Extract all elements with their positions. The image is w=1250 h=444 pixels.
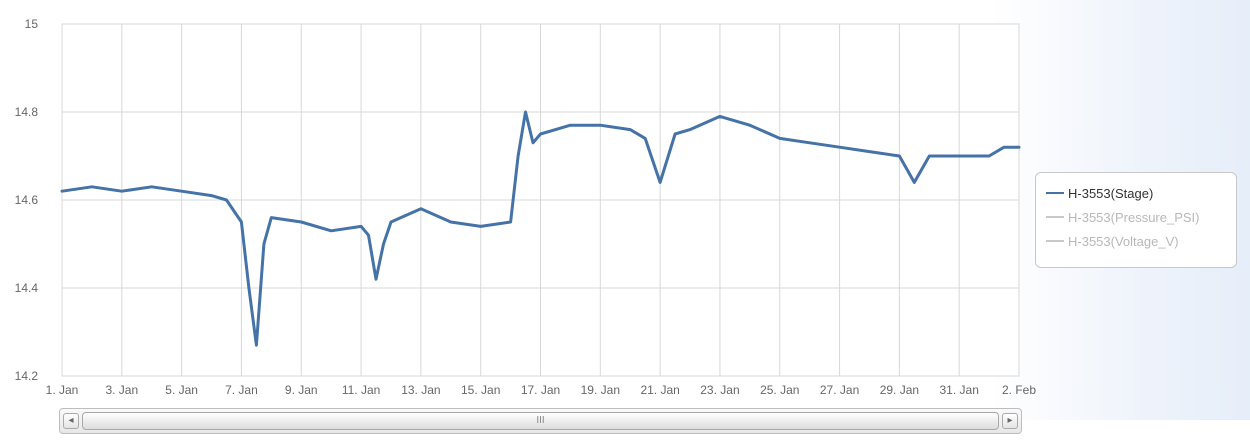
x-tick-label: 2. Feb — [1002, 383, 1036, 397]
scroll-right-button[interactable]: ▸ — [1002, 413, 1018, 429]
legend: H-3553(Stage) H-3553(Pressure_PSI) H-355… — [1035, 172, 1237, 268]
x-tick-label: 31. Jan — [940, 383, 979, 397]
legend-item-voltage[interactable]: H-3553(Voltage_V) — [1046, 229, 1226, 253]
y-tick-label: 14.4 — [15, 281, 39, 295]
legend-label-stage: H-3553(Stage) — [1068, 185, 1154, 201]
line-chart: 14.2 14.4 14.6 14.8 15 1. Jan 3. Jan 5. Jan 7. … — [15, 17, 1037, 397]
legend-label-pressure: H-3553(Pressure_PSI) — [1068, 209, 1200, 225]
y-tick-label: 14.2 — [15, 369, 39, 383]
legend-label-voltage: H-3553(Voltage_V) — [1068, 233, 1179, 249]
x-tick-label: 23. Jan — [700, 383, 739, 397]
x-axis: 1. Jan 3. Jan 5. Jan 7. Jan 9. Jan 11. Jan 13.… — [46, 383, 1037, 397]
scroll-right-arrow-icon: ▸ — [1007, 415, 1013, 426]
x-tick-label: 19. Jan — [581, 383, 620, 397]
x-tick-label: 13. Jan — [401, 383, 440, 397]
x-tick-label: 5. Jan — [165, 383, 198, 397]
x-tick-label: 21. Jan — [640, 383, 679, 397]
x-tick-label: 15. Jan — [461, 383, 500, 397]
x-tick-label: 25. Jan — [760, 383, 799, 397]
x-tick-label: 11. Jan — [342, 383, 380, 397]
x-tick-label: 17. Jan — [521, 383, 560, 397]
series-line-0[interactable] — [60, 110, 1021, 347]
legend-item-pressure[interactable]: H-3553(Pressure_PSI) — [1046, 205, 1226, 229]
series-layer — [60, 110, 1021, 347]
x-tick-label: 3. Jan — [105, 383, 138, 397]
scroll-thumb-grip-icon: III — [536, 415, 545, 426]
navigator-scrollbar[interactable]: ◂ III ▸ — [59, 408, 1022, 434]
y-tick-label: 15 — [25, 17, 39, 31]
scroll-left-arrow-icon: ◂ — [68, 415, 74, 426]
x-tick-label: 27. Jan — [820, 383, 859, 397]
x-tick-label: 7. Jan — [225, 383, 258, 397]
legend-swatch-pressure — [1046, 216, 1064, 218]
x-tick-label: 29. Jan — [880, 383, 919, 397]
x-tick-label: 1. Jan — [46, 383, 79, 397]
legend-swatch-stage — [1046, 192, 1064, 194]
x-tick-label: 9. Jan — [285, 383, 318, 397]
scroll-left-button[interactable]: ◂ — [63, 413, 79, 429]
y-axis: 14.2 14.4 14.6 14.8 15 — [15, 17, 39, 383]
legend-item-stage[interactable]: H-3553(Stage) — [1046, 181, 1226, 205]
y-tick-label: 14.6 — [15, 193, 39, 207]
legend-swatch-voltage — [1046, 240, 1064, 242]
scroll-thumb[interactable]: III — [82, 412, 999, 430]
y-tick-label: 14.8 — [15, 105, 39, 119]
grid-lines — [61, 23, 1020, 377]
